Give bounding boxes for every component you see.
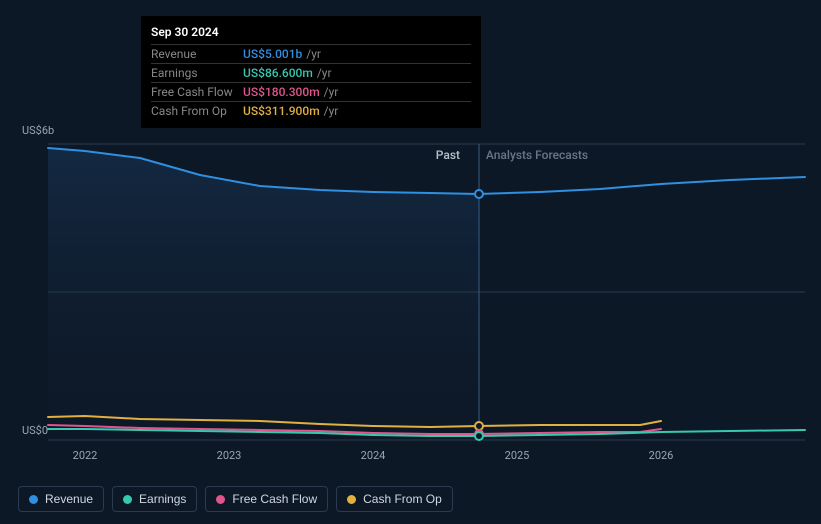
tooltip-unit: /yr	[324, 104, 339, 118]
tooltip-label: Free Cash Flow	[151, 85, 243, 99]
legend-swatch-icon	[29, 495, 38, 504]
x-axis-tick: 2024	[361, 449, 386, 462]
tooltip-unit: /yr	[324, 85, 339, 99]
tooltip-value: US$5.001b	[243, 47, 302, 61]
tooltip-unit: /yr	[306, 47, 321, 61]
tooltip-row-free-cash-flow: Free Cash FlowUS$180.300m/yr	[151, 83, 471, 102]
tooltip-value: US$180.300m	[243, 85, 320, 99]
tooltip-row-earnings: EarningsUS$86.600m/yr	[151, 64, 471, 83]
legend-label: Free Cash Flow	[232, 492, 317, 506]
region-label: Analysts Forecasts	[477, 148, 597, 162]
series-marker-cash-from-op	[475, 422, 483, 430]
region-label: Past	[400, 148, 460, 162]
tooltip-row-cash-from-op: Cash From OpUS$311.900m/yr	[151, 102, 471, 120]
legend-item-earnings[interactable]: Earnings	[112, 486, 197, 512]
legend-item-revenue[interactable]: Revenue	[18, 486, 104, 512]
tooltip-row-revenue: RevenueUS$5.001b/yr	[151, 45, 471, 64]
legend-swatch-icon	[123, 495, 132, 504]
legend-label: Cash From Op	[363, 492, 442, 506]
legend-item-cash-from-op[interactable]: Cash From Op	[336, 486, 453, 512]
legend-swatch-icon	[347, 495, 356, 504]
tooltip-unit: /yr	[317, 66, 332, 80]
legend-swatch-icon	[216, 495, 225, 504]
tooltip-label: Cash From Op	[151, 104, 243, 118]
tooltip-date: Sep 30 2024	[151, 22, 471, 44]
x-axis-tick: 2026	[649, 449, 674, 462]
legend-item-free-cash-flow[interactable]: Free Cash Flow	[205, 486, 328, 512]
legend-label: Revenue	[45, 492, 93, 506]
series-marker-earnings	[475, 432, 483, 440]
chart-legend: Revenue Earnings Free Cash Flow Cash From O…	[18, 486, 453, 512]
legend-label: Earnings	[139, 492, 186, 506]
x-axis-tick: 2022	[73, 449, 98, 462]
tooltip-label: Earnings	[151, 66, 243, 80]
tooltip-value: US$311.900m	[243, 104, 320, 118]
x-axis-tick: 2025	[505, 449, 530, 462]
tooltip-label: Revenue	[151, 47, 243, 61]
financials-chart: Sep 30 2024 RevenueUS$5.001b/yrEarningsU…	[0, 0, 821, 524]
series-marker-revenue	[475, 190, 483, 198]
x-axis-tick: 2023	[217, 449, 242, 462]
chart-tooltip: Sep 30 2024 RevenueUS$5.001b/yrEarningsU…	[141, 16, 481, 128]
tooltip-value: US$86.600m	[243, 66, 313, 80]
